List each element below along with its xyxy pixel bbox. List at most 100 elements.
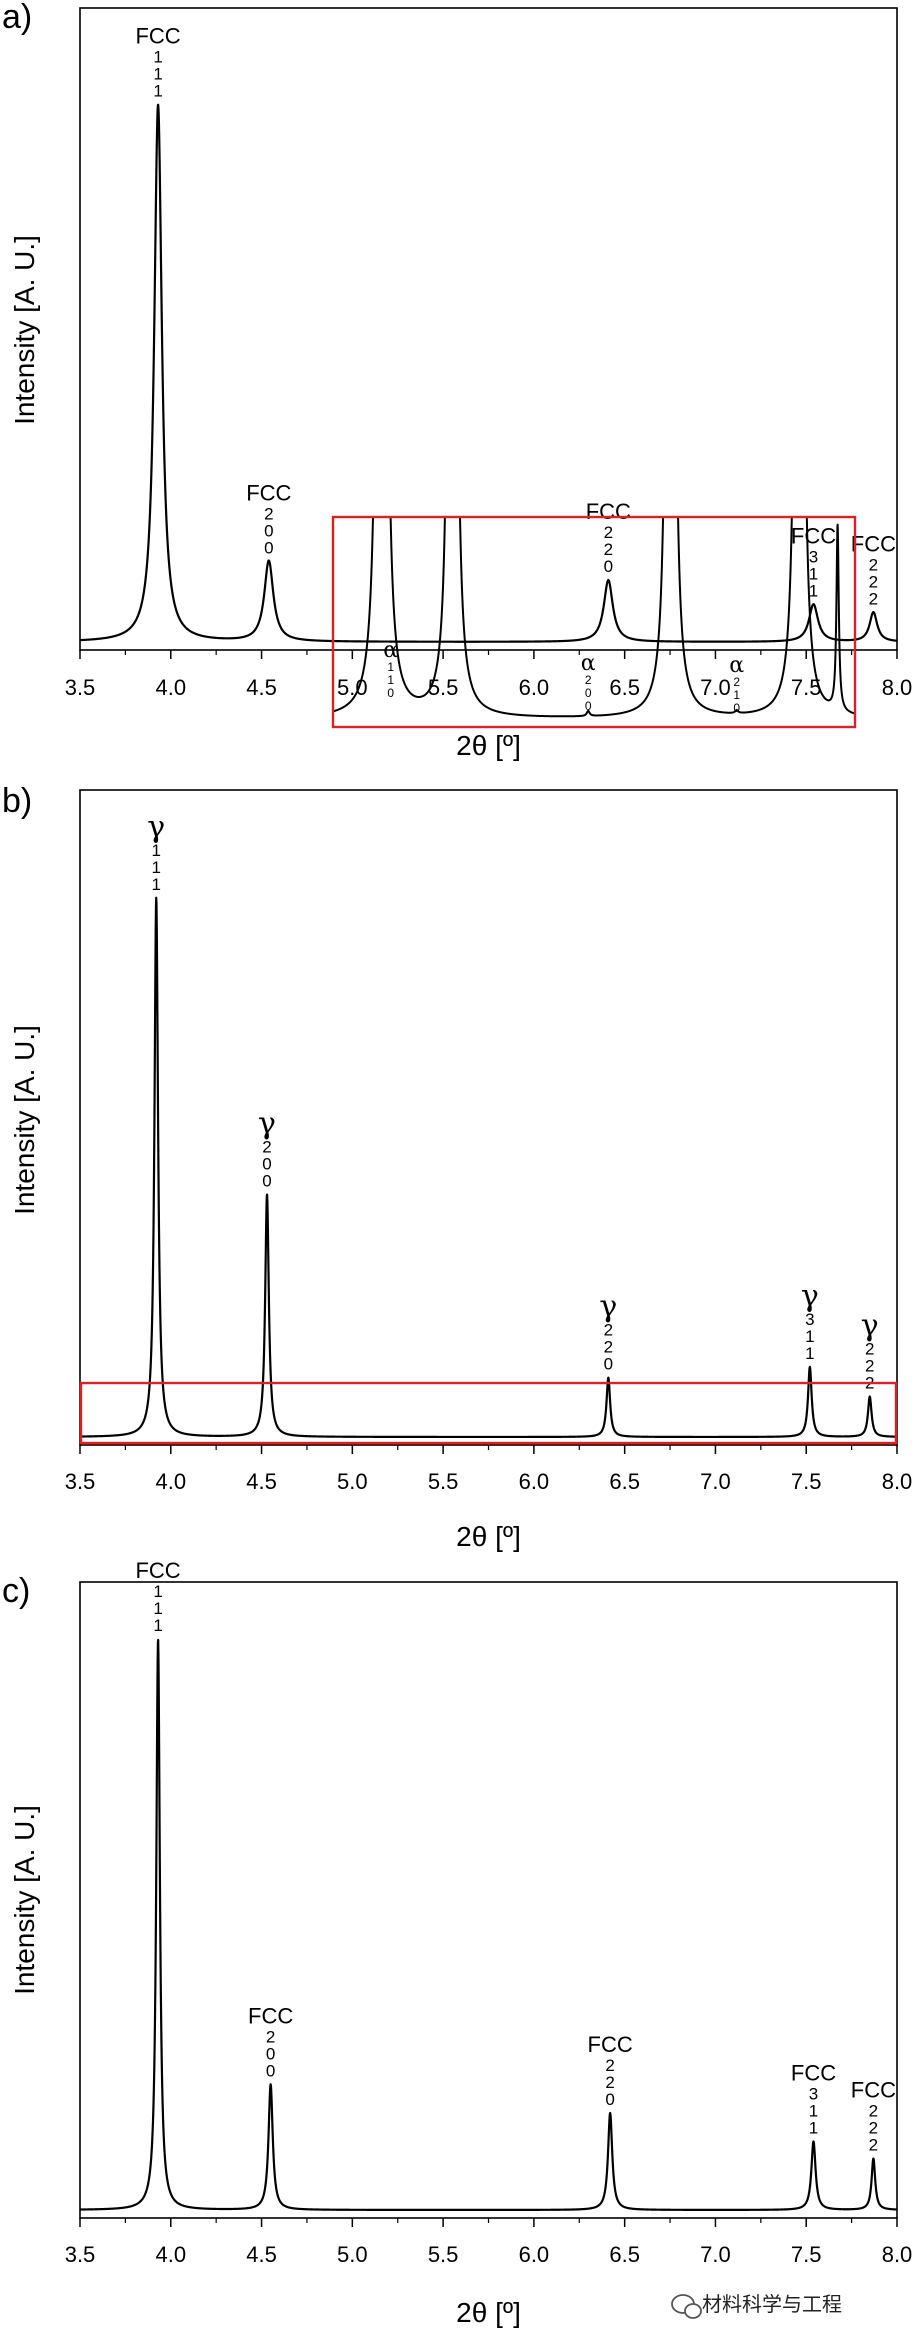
- x-tick-label: 7.0: [700, 1469, 731, 1494]
- x-tick-label: 3.5: [65, 1469, 96, 1494]
- peak-hkl-digit: 3: [809, 547, 818, 566]
- x-axis-title: 2θ [º]: [456, 730, 521, 761]
- peak-hkl-digit: 0: [264, 538, 273, 557]
- x-tick-label: 3.5: [65, 675, 96, 700]
- peak-phase-label: FCC: [791, 2060, 836, 2085]
- plot-frame: [79, 789, 898, 1446]
- y-axis-title: Intensity [A. U.]: [9, 235, 40, 425]
- inset-peak-phase-label: α: [729, 653, 744, 678]
- x-tick-label: 6.0: [519, 2242, 550, 2267]
- panel-label: a): [2, 0, 32, 36]
- inset-peak-hkl-digit: 1: [387, 673, 394, 687]
- peak-hkl-digit: 0: [605, 2090, 614, 2109]
- x-tick-label: 4.0: [155, 1469, 186, 1494]
- x-tick-label: 4.5: [246, 1469, 277, 1494]
- peak-hkl-digit: 2: [869, 589, 878, 608]
- peak-phase-label: γ: [801, 1279, 819, 1314]
- chart-panel-2: b) 3.5 4.0 4.5 5.0 5.5 6.0 6.5 7.0 7.5 8.0 2θ [º] In…: [2, 782, 912, 1552]
- x-tick-label: 4.5: [246, 675, 277, 700]
- wechat-bubble-small: [684, 2303, 702, 2319]
- x-tick-label: 7.5: [791, 1469, 822, 1494]
- x-axis-title: 2θ [º]: [456, 2297, 521, 2328]
- chart-panel-3: c) 3.5 4.0 4.5 5.0 5.5 6.0 6.5 7.0 7.5 8.0 2θ [º] In…: [2, 1558, 912, 2328]
- peak-hkl-digit: 2: [266, 2027, 275, 2046]
- x-tick-label: 5.5: [428, 675, 459, 700]
- peak-hkl-digit: 2: [865, 1340, 874, 1359]
- x-tick-label: 6.0: [519, 1469, 550, 1494]
- peak-phase-label: FCC: [246, 480, 291, 505]
- peak-phase-label: FCC: [588, 2032, 633, 2057]
- peak-phase-label: γ: [147, 810, 165, 845]
- x-tick-label: 4.0: [155, 2242, 186, 2267]
- x-tick-label: 5.5: [428, 2242, 459, 2267]
- peak-hkl-digit: 1: [809, 564, 818, 583]
- peak-hkl-digit: 2: [604, 523, 613, 542]
- zoom-region-box: [79, 1381, 898, 1445]
- inset-peak-hkl-digit: 0: [387, 686, 394, 700]
- inset-peak-hkl-digit: 0: [585, 686, 592, 700]
- peak-hkl-digit: 1: [153, 82, 162, 101]
- y-axis-title: Intensity [A. U.]: [9, 1025, 40, 1215]
- peak-hkl-digit: 1: [153, 1616, 162, 1635]
- peak-phase-label: FCC: [248, 2003, 293, 2028]
- x-tick-label: 7.5: [791, 2242, 822, 2267]
- peak-hkl-digit: 0: [262, 1154, 271, 1173]
- watermark: 材料科学与工程: [671, 2292, 842, 2319]
- x-tick-label: 4.0: [155, 675, 186, 700]
- x-tick-label: 6.5: [609, 675, 640, 700]
- peak-hkl-digit: 2: [262, 1137, 271, 1156]
- x-tick-label: 7.0: [700, 675, 731, 700]
- peak-phase-label: γ: [599, 1290, 617, 1325]
- peak-hkl-digit: 2: [604, 540, 613, 559]
- peak-phase-label: FCC: [135, 24, 180, 49]
- y-axis-title: Intensity [A. U.]: [9, 1805, 40, 1995]
- diffraction-line: [79, 1638, 898, 2212]
- peak-hkl-digit: 1: [152, 875, 161, 894]
- peak-hkl-digit: 2: [605, 2073, 614, 2092]
- peak-hkl-digit: 2: [604, 1321, 613, 1340]
- diffraction-line: [79, 103, 898, 643]
- panel-label: c): [2, 1572, 30, 1610]
- inset-peak-hkl-digit: 1: [733, 688, 740, 702]
- peak-phase-label: FCC: [791, 523, 836, 548]
- peak-hkl-digit: 2: [869, 572, 878, 591]
- peak-hkl-digit: 2: [865, 1357, 874, 1376]
- inset-peak-hkl-digit: 1: [387, 660, 394, 674]
- peak-hkl-digit: 2: [869, 555, 878, 574]
- inset-peak-hkl-digit: 2: [733, 675, 740, 689]
- plot-frame: [79, 7, 898, 651]
- chart-panel-1: a)3.5 4.0 4.5 5.0 5.5 6.0 6.5 7.0 7.5 8.02θ [º]In…: [2, 0, 912, 761]
- x-axis-title: 2θ [º]: [456, 1521, 521, 1552]
- wechat-icon: [671, 2294, 702, 2319]
- x-tick-label: 4.5: [246, 2242, 277, 2267]
- inset-peak-hkl-digit: 0: [585, 699, 592, 713]
- x-tick-label: 8.0: [882, 675, 912, 700]
- peak-hkl-digit: 1: [152, 841, 161, 860]
- x-tick-label: 6.5: [609, 2242, 640, 2267]
- peak-hkl-digit: 0: [266, 2044, 275, 2063]
- peak-phase-label: FCC: [851, 2078, 896, 2103]
- peak-hkl-digit: 0: [262, 1171, 271, 1190]
- plot-frame: [79, 1581, 898, 2219]
- x-tick-label: 8.0: [882, 2242, 912, 2267]
- diffraction-line: [79, 896, 898, 1439]
- peak-phase-label: FCC: [135, 1558, 180, 1583]
- peak-hkl-digit: 2: [869, 2102, 878, 2121]
- peak-hkl-digit: 1: [805, 1344, 814, 1363]
- x-tick-label: 5.0: [337, 2242, 368, 2267]
- inset-frame: [331, 515, 857, 729]
- inset-peak-hkl-digit: 2: [585, 673, 592, 687]
- inset-peak-phase-label: α: [383, 638, 398, 663]
- peak-hkl-digit: 0: [604, 557, 613, 576]
- x-tick-label: 8.0: [882, 1469, 912, 1494]
- peak-hkl-digit: 2: [604, 1338, 613, 1357]
- peak-hkl-digit: 0: [604, 1355, 613, 1374]
- x-tick-label: 5.5: [428, 1469, 459, 1494]
- peak-hkl-digit: 0: [264, 521, 273, 540]
- peak-phase-label: γ: [258, 1106, 276, 1141]
- peak-hkl-digit: 0: [266, 2061, 275, 2080]
- x-tick-label: 5.0: [337, 675, 368, 700]
- peak-hkl-digit: 1: [153, 1582, 162, 1601]
